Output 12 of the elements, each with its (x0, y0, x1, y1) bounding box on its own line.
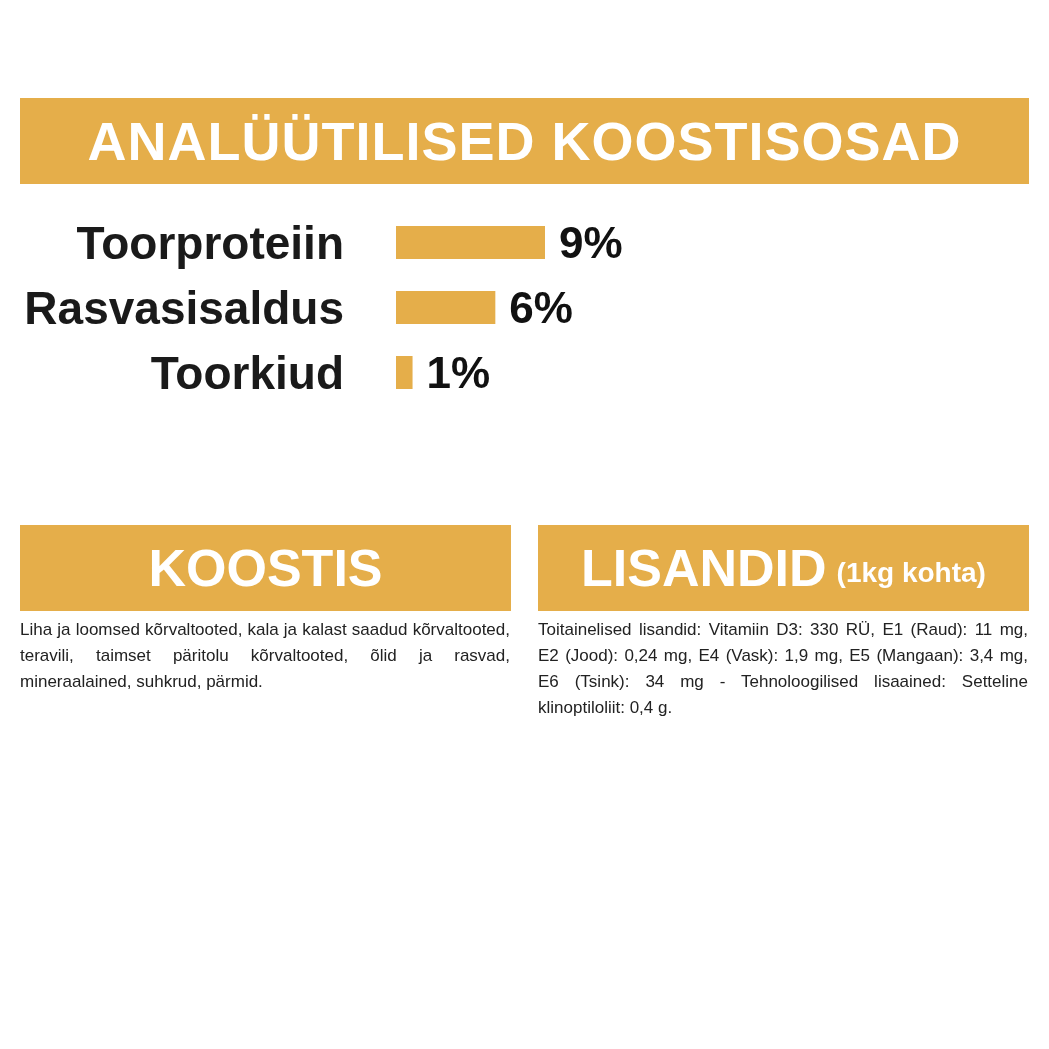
text: Liha ja loomsed kõrvaltooted, kala ja kalast saadud kõrvaltooted, teravili, taimset päritolu kõrvaltooted, õlid ja rasvad, mineraalained, suhkrud, pärmid. (20, 619, 510, 693)
data-label: 1% (426, 348, 491, 398)
data-label: 9% (559, 218, 623, 268)
text: LISANDID (581, 538, 827, 598)
y-tick-label: Rasvasisaldus (24, 281, 344, 334)
text: (1kg kohta) (836, 557, 986, 589)
y-tick-label: Toorproteiin (76, 216, 344, 269)
chart-title: ANALÜÜTILISED KOOSTISOSAD (20, 98, 1029, 184)
data-label: 6% (509, 283, 573, 333)
text: Toitainelised lisandid: Vitamiin D3: 330 RÜ, E1 (Raud): 11 mg, E2 (Jood): 0,24 mg, E4 (Vask): 1,9 mg, E5 (Mangaan): 3,4 mg, E6 (Tsink): 34 mg - Tehnoloogilised lisaained: Setteline klinoptiloliit: 0,4 g. (538, 619, 1028, 719)
text: KOOSTIS (20, 525, 511, 611)
y-tick-label: Toorkiud (150, 346, 344, 399)
